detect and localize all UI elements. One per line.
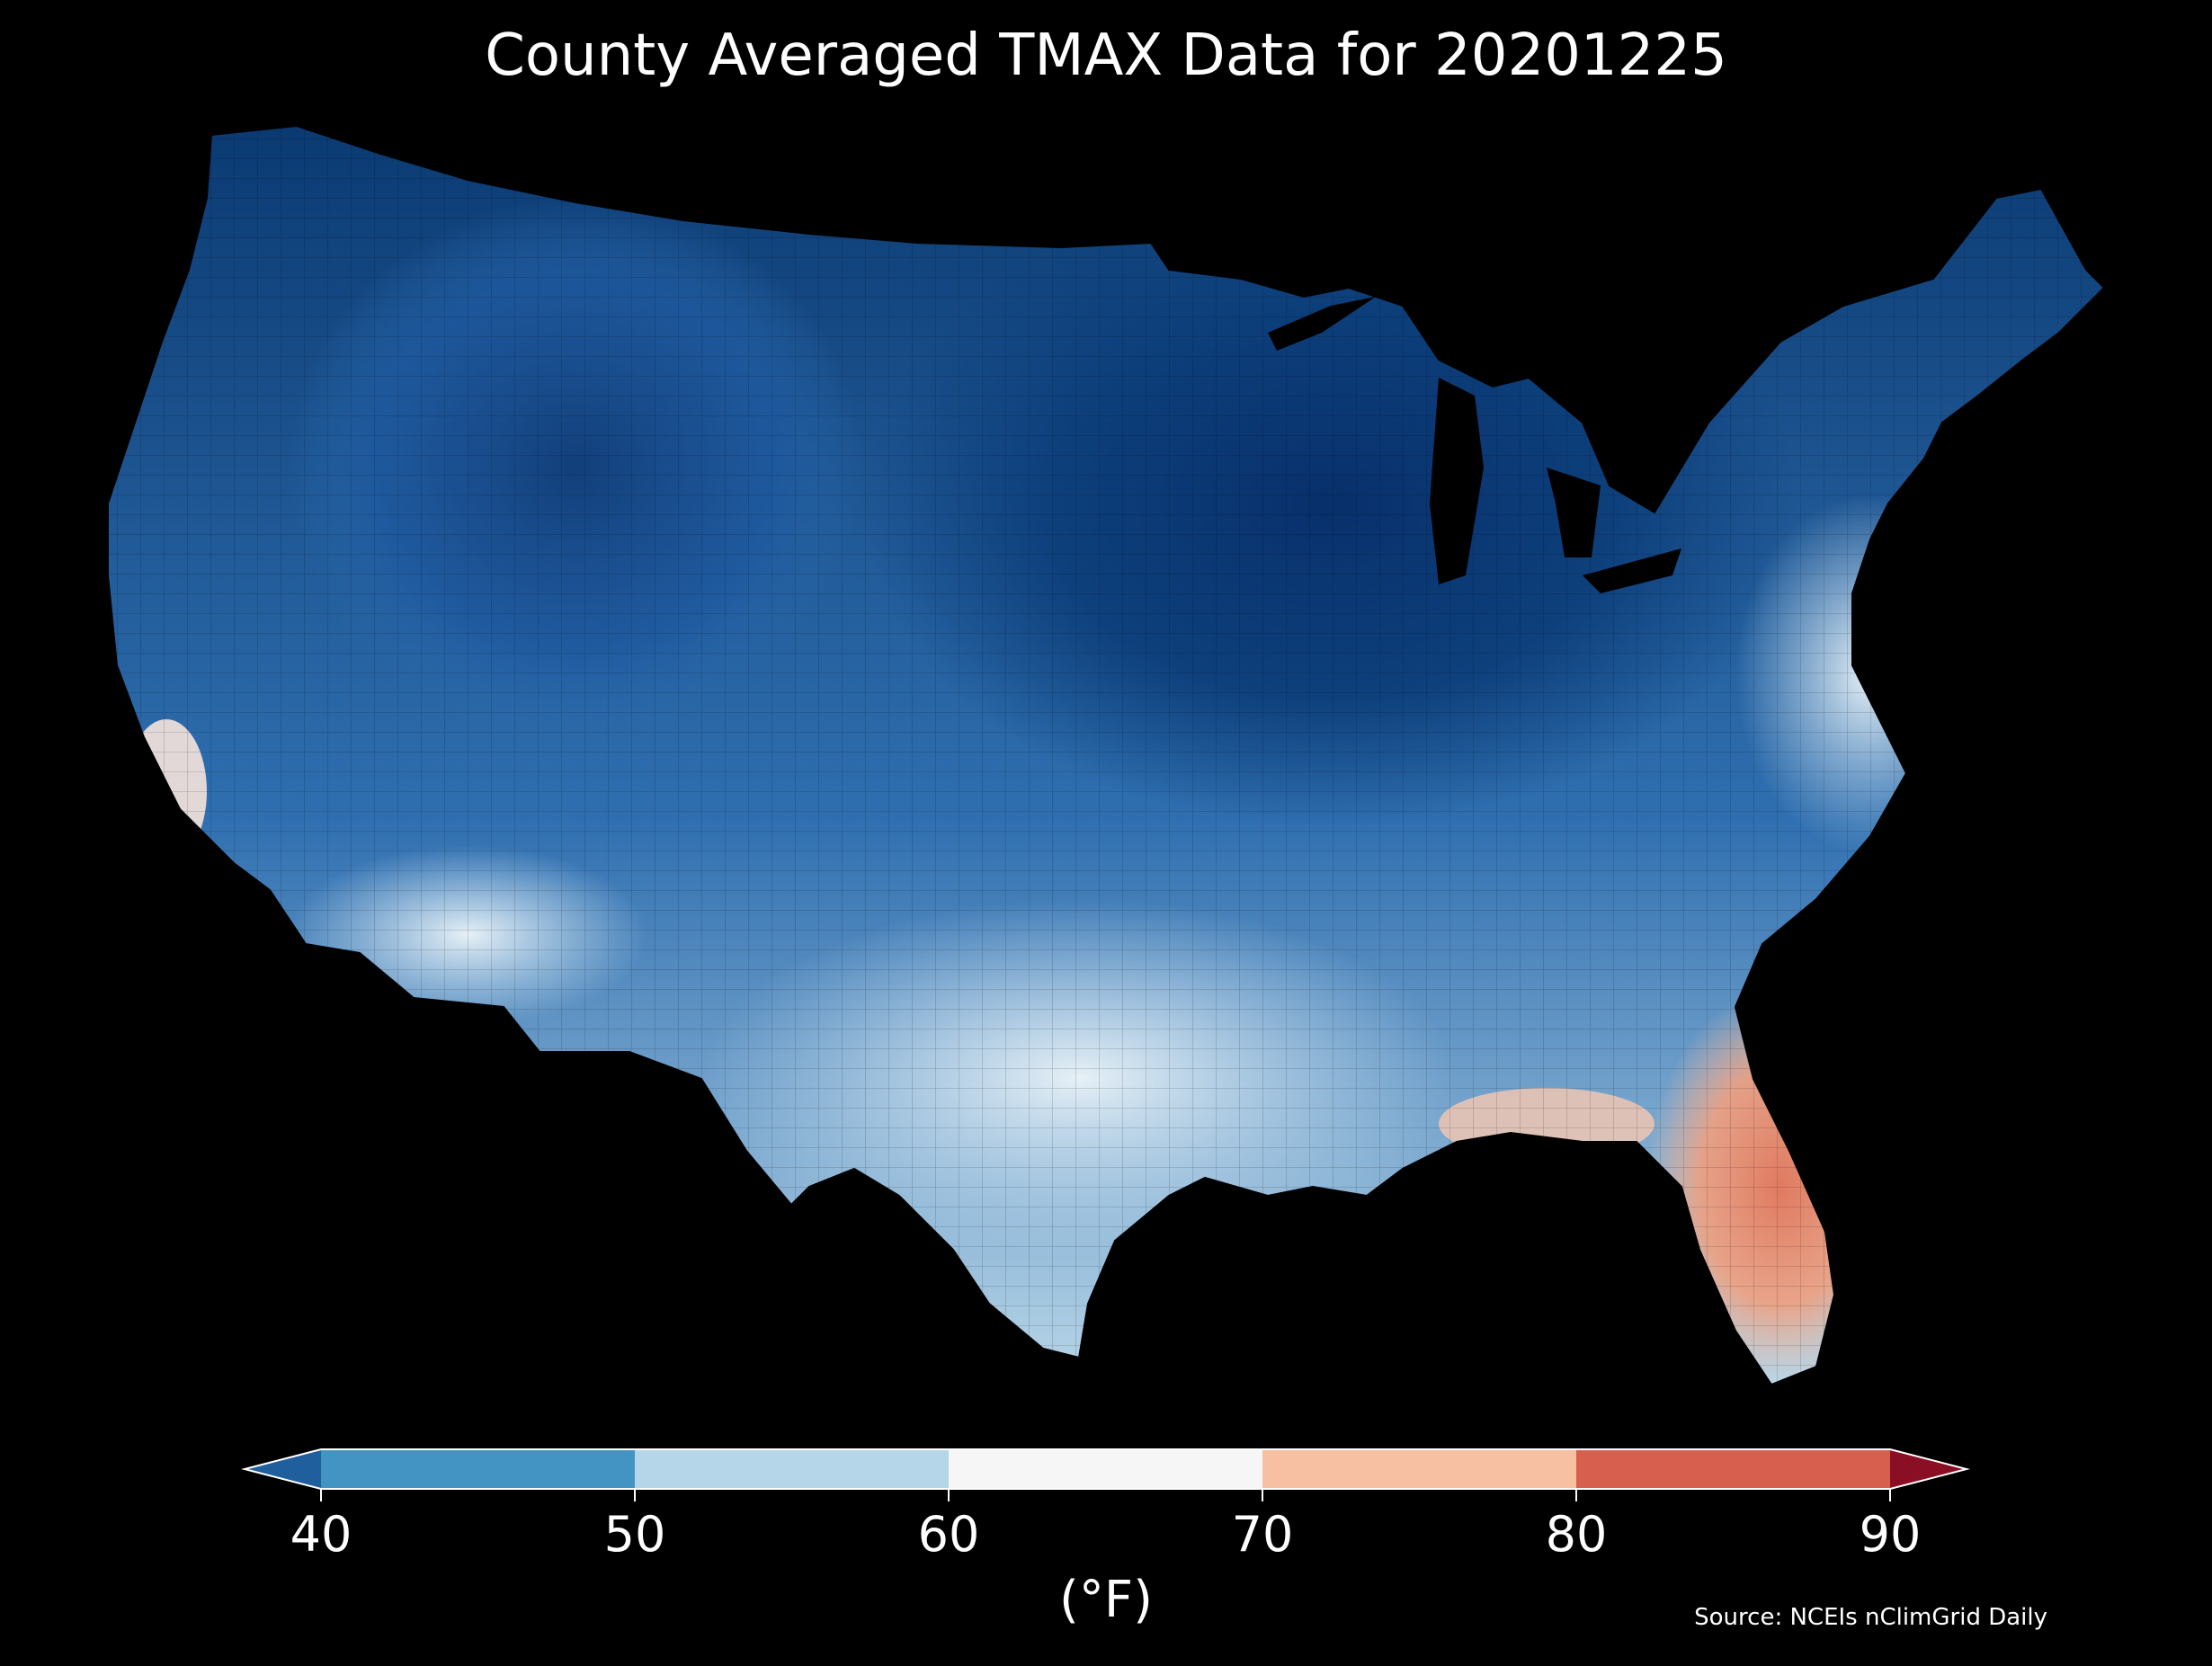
lake-huron [1547, 468, 1601, 557]
source-attribution: Source: NCEIs nClimGrid Daily [1694, 1604, 2047, 1631]
colorbar-bin-1 [635, 1449, 949, 1489]
colorbar-bin-0 [321, 1449, 635, 1489]
colorbar-tick-label-0: 40 [290, 1506, 352, 1563]
colorbar-unit-label: (°F) [1059, 1571, 1153, 1629]
lake-superior [1268, 297, 1376, 351]
colorbar-tick-label-3: 70 [1231, 1506, 1294, 1563]
colorbar-tick-label-2: 60 [917, 1506, 980, 1563]
lake-michigan [1430, 378, 1484, 584]
colorbar-tick-label-1: 50 [603, 1506, 666, 1563]
colorbar-bin-4 [1576, 1449, 1890, 1489]
lake-erie [1583, 548, 1681, 593]
colorbar-under-arrow [245, 1449, 321, 1489]
great-lakes [1268, 297, 1681, 593]
colorbar-bin-3 [1262, 1449, 1576, 1489]
colorbar-tick-label-5: 90 [1859, 1506, 1922, 1563]
map-title: County Averaged TMAX Data for 20201225 [485, 22, 1727, 89]
colorbar [241, 1448, 1970, 1501]
colorbar-over-arrow [1890, 1449, 1967, 1489]
colorbar-bin-2 [949, 1449, 1262, 1489]
colorbar-tick-label-4: 80 [1545, 1506, 1608, 1563]
